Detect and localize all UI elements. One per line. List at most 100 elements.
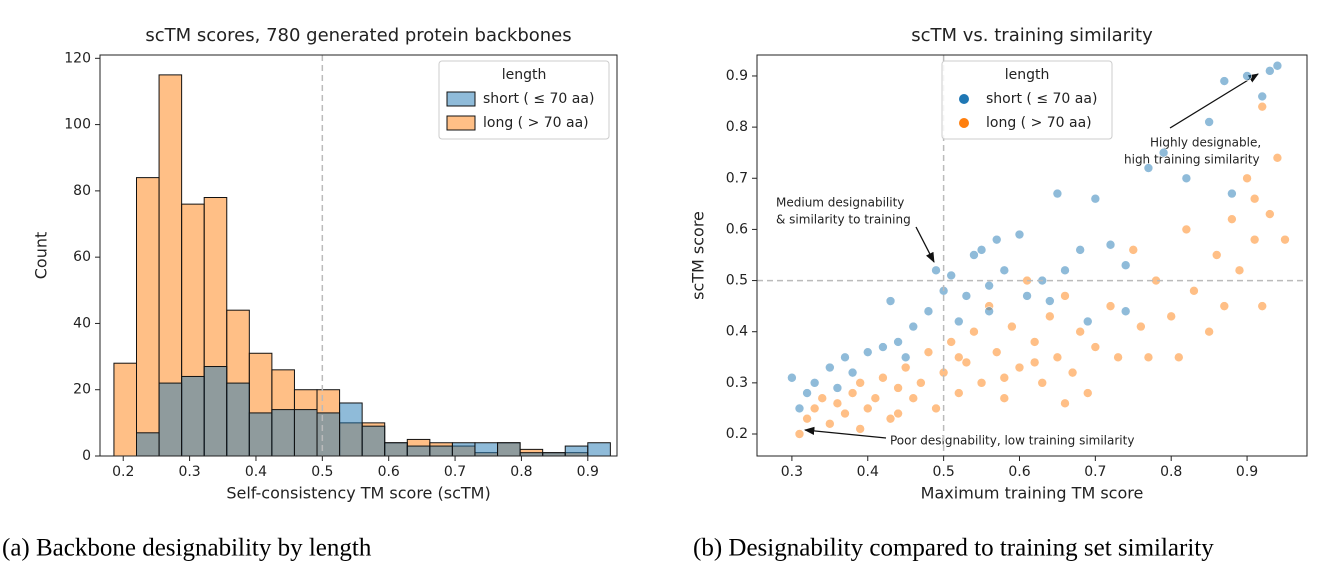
point [1052, 352, 1063, 363]
y-tick-label: 0.9 [726, 68, 748, 84]
point [1181, 224, 1192, 235]
point [1029, 357, 1040, 368]
point [1075, 245, 1085, 255]
legend-box [941, 60, 1113, 140]
legend-label: short ( ≤ 70 aa) [986, 91, 1097, 107]
point [953, 352, 964, 363]
point [794, 429, 805, 439]
legend-label: long ( > 70 aa) [986, 115, 1092, 131]
point [878, 342, 888, 352]
point [1105, 301, 1116, 311]
point [900, 362, 911, 373]
point [1067, 367, 1078, 378]
bar [293, 409, 318, 457]
point [1029, 337, 1040, 347]
y-tick-label: 0.4 [726, 324, 748, 340]
y-tick-label: 0.2 [726, 426, 748, 442]
point [1242, 173, 1252, 184]
point [953, 316, 964, 327]
point [991, 347, 1002, 357]
legend-label: long ( > 70 aa) [483, 115, 589, 131]
point [870, 393, 881, 404]
annotation: high training similarity [1124, 153, 1260, 167]
point [1272, 153, 1283, 163]
point [1082, 316, 1093, 327]
bar [226, 382, 250, 457]
y-tick-label: 0.3 [726, 375, 748, 391]
x-tick-label: 0.3 [178, 464, 200, 480]
point [832, 383, 843, 393]
legend-label: short ( ≤ 70 aa) [483, 91, 594, 107]
point [809, 378, 820, 388]
point [809, 403, 820, 414]
point [923, 347, 934, 357]
point [885, 296, 896, 306]
point [840, 408, 850, 419]
y-tick-label: 100 [64, 117, 91, 133]
point [1045, 296, 1055, 306]
point [1204, 326, 1214, 337]
bar [136, 177, 160, 457]
point [1204, 117, 1214, 127]
point [923, 306, 934, 317]
point [1007, 321, 1017, 332]
bar [339, 402, 363, 457]
y-tick-label: 60 [73, 249, 91, 265]
legend-swatch [959, 118, 969, 128]
legend-swatch [446, 91, 476, 107]
point [840, 352, 850, 363]
bar [474, 442, 499, 457]
x-tick-label: 0.3 [781, 464, 803, 480]
bar [316, 412, 341, 457]
chart-title: scTM vs. training similarity [911, 25, 1153, 46]
point [991, 234, 1002, 245]
point [1120, 306, 1131, 317]
point [885, 413, 896, 424]
point [855, 424, 865, 434]
bar [158, 382, 183, 457]
point [1158, 147, 1169, 158]
x-tick-label: 0.7 [1084, 464, 1106, 480]
point [1090, 193, 1101, 204]
y-tick-label: 0 [82, 448, 91, 464]
point [946, 270, 957, 281]
point [1143, 352, 1154, 363]
point [787, 372, 797, 383]
point [953, 388, 964, 398]
point [847, 388, 858, 398]
x-tick-label: 0.4 [245, 464, 267, 480]
point [825, 362, 835, 373]
y-tick-label: 20 [73, 382, 91, 398]
point [1090, 342, 1101, 352]
point [1219, 301, 1230, 311]
point [1211, 250, 1222, 260]
y-tick-label: 0.8 [726, 119, 748, 135]
point [1113, 352, 1123, 363]
point [1128, 245, 1139, 255]
caption: (b) Designability compared to training s… [693, 535, 1214, 562]
point [832, 398, 843, 409]
x-tick-label: 0.9 [577, 464, 599, 480]
point [862, 403, 873, 414]
x-axis-label: Maximum training TM score [921, 484, 1144, 503]
x-tick-label: 0.6 [378, 464, 400, 480]
point [931, 265, 941, 276]
point [855, 378, 865, 388]
point [1060, 398, 1070, 409]
bar [587, 442, 611, 457]
bar [271, 409, 295, 457]
point [1265, 66, 1275, 76]
plot-frame [99, 54, 618, 457]
annotation: Highly designable, [1150, 136, 1261, 150]
arrow [1169, 73, 1259, 129]
legend-box [438, 60, 610, 140]
point [1219, 76, 1230, 86]
point [825, 418, 835, 429]
x-tick-label: 0.8 [510, 464, 532, 480]
y-axis-label: scTM score [689, 211, 708, 300]
x-tick-label: 0.5 [932, 464, 954, 480]
point [1173, 352, 1184, 363]
y-tick-label: 0.7 [726, 170, 748, 186]
legend-swatch [959, 94, 969, 104]
